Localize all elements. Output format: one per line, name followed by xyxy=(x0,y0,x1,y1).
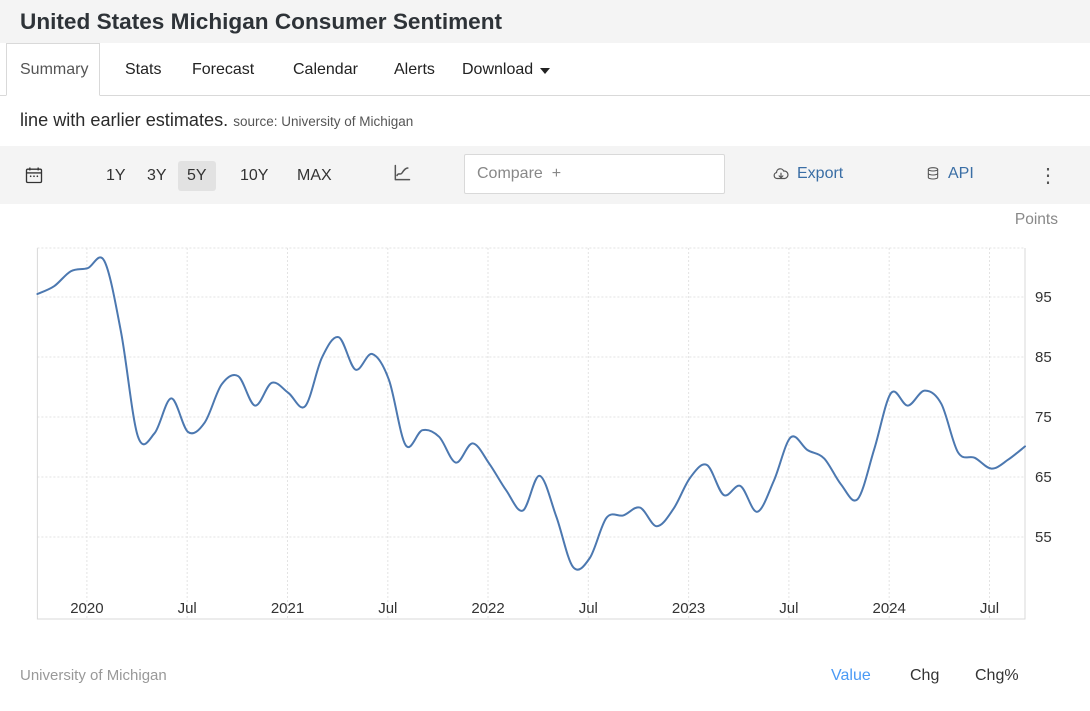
svg-text:2021: 2021 xyxy=(271,600,304,617)
svg-text:Jul: Jul xyxy=(378,600,397,617)
svg-text:2020: 2020 xyxy=(70,600,103,617)
svg-text:2023: 2023 xyxy=(672,600,705,617)
svg-text:Jul: Jul xyxy=(779,600,798,617)
svg-text:95: 95 xyxy=(1035,289,1052,306)
svg-text:85: 85 xyxy=(1035,349,1052,366)
svg-text:2022: 2022 xyxy=(471,600,504,617)
svg-text:75: 75 xyxy=(1035,409,1052,426)
svg-text:Jul: Jul xyxy=(178,600,197,617)
svg-text:Jul: Jul xyxy=(579,600,598,617)
svg-text:65: 65 xyxy=(1035,469,1052,486)
svg-text:55: 55 xyxy=(1035,529,1052,546)
svg-text:Jul: Jul xyxy=(980,600,999,617)
svg-text:2024: 2024 xyxy=(873,600,906,617)
